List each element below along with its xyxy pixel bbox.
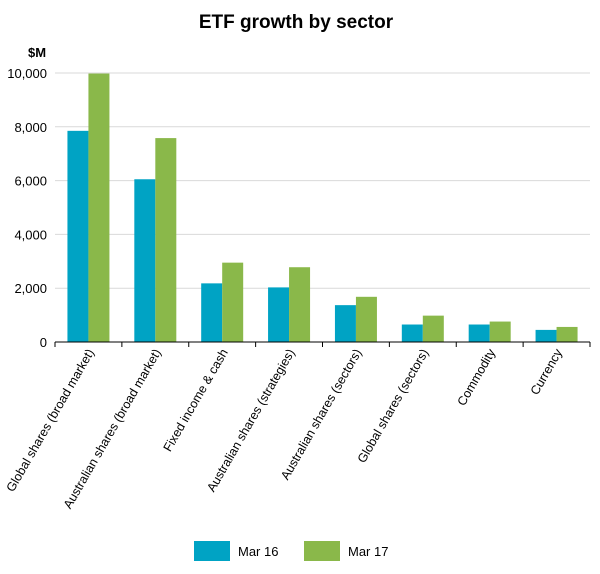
bar-mar-17 [556,326,578,342]
bars [67,73,578,343]
y-tick-label: 10,000 [7,66,47,81]
bar-mar-16 [134,179,156,342]
legend: Mar 16 Mar 17 [194,541,388,561]
bar-mar-17 [489,321,511,342]
bar-mar-17 [88,73,110,343]
x-axis-ticks: Global shares (broad market)Australian s… [4,342,591,511]
y-axis-unit-label: $M [28,45,46,60]
legend-swatch [304,541,340,561]
y-tick-label: 4,000 [14,227,47,242]
x-tick-label: Commodity [455,346,499,408]
y-tick-label: 6,000 [14,174,47,189]
bar-mar-17 [289,267,311,342]
bar-mar-17 [422,315,444,342]
x-tick-label: Global shares (sectors) [355,347,432,466]
legend-swatch [194,541,230,561]
y-axis-ticks: 0 2,000 4,000 6,000 8,000 10,000 [7,66,47,350]
legend-label: Mar 17 [348,544,388,559]
y-tick-label: 0 [40,335,47,350]
x-tick-label: Fixed income & cash [161,346,231,454]
bar-mar-17 [222,262,244,342]
legend-label: Mar 16 [238,544,278,559]
bar-mar-16 [401,324,423,342]
chart-title: ETF growth by sector [199,12,394,33]
y-tick-label: 2,000 [14,281,47,296]
bar-mar-16 [468,324,490,342]
bar-mar-16 [535,329,557,342]
x-tick-label: Australian shares (sectors) [278,347,364,483]
bar-mar-16 [334,305,356,342]
bar-mar-17 [355,296,377,342]
bar-mar-16 [268,287,290,342]
y-tick-label: 8,000 [14,120,47,135]
bar-mar-17 [155,138,177,342]
x-tick-label: Currency [528,346,566,398]
bar-mar-16 [201,283,223,342]
bar-mar-16 [67,130,89,342]
